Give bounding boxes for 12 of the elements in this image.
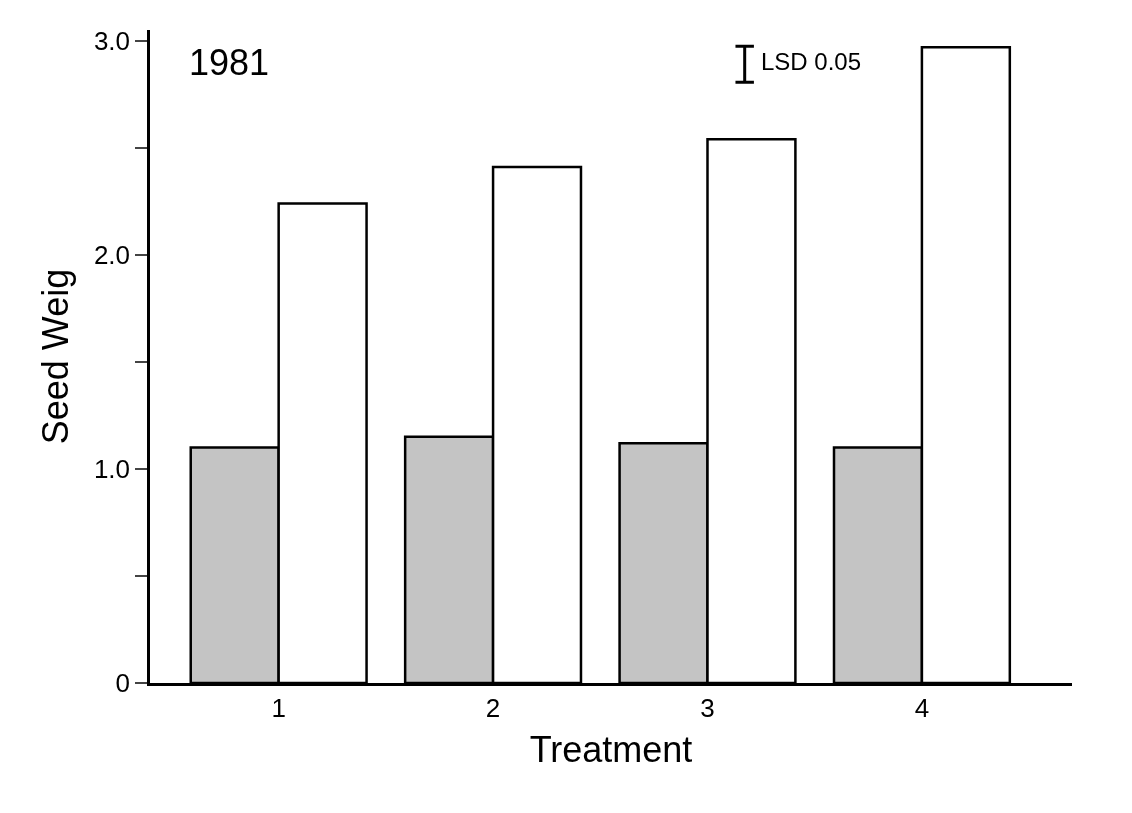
y-tick-label: 1.0 (93, 454, 131, 484)
y-tick-label: 2.0 (93, 239, 131, 270)
annotation: 1981 (189, 42, 270, 83)
x-tick-label: 1 (271, 692, 286, 723)
x-axis-title: Treatment (529, 728, 693, 770)
x-tick-label: 4 (914, 692, 930, 723)
y-tick-label: 3.0 (93, 25, 131, 56)
x-tick-label: 3 (700, 692, 715, 723)
annotation: LSD 0.05 (761, 48, 862, 75)
y-axis-title: Seed Weig (34, 268, 76, 445)
y-tick-label: 0 (115, 668, 131, 699)
x-tick-label: 2 (485, 692, 501, 723)
